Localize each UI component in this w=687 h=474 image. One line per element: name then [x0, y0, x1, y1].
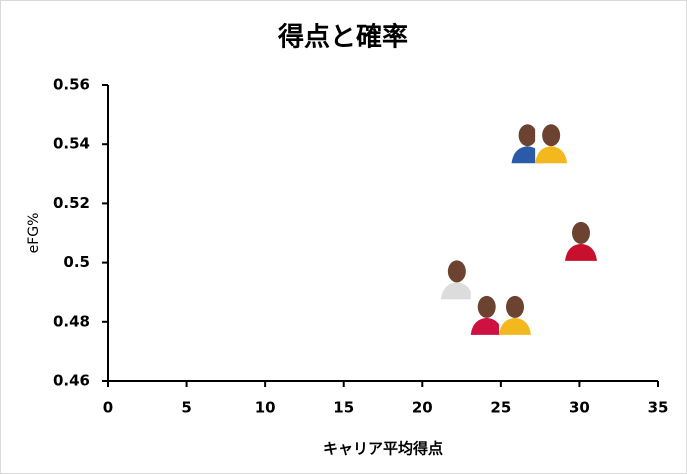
- x-tick-label: 35: [648, 399, 669, 417]
- marker-jersey: [535, 146, 568, 164]
- x-tick-label: 10: [255, 399, 276, 417]
- player-marker: [470, 290, 503, 335]
- marker-jersey: [565, 243, 597, 261]
- marker-jersey: [499, 317, 531, 335]
- y-axis-label: eFG%: [26, 213, 42, 254]
- marker-head: [572, 221, 590, 244]
- player-marker: [535, 119, 568, 164]
- y-tick-label: 0.48: [53, 312, 90, 330]
- x-tick-label: 20: [412, 399, 433, 417]
- y-tick-label: 0.5: [63, 253, 90, 271]
- y-tick-label: 0.54: [53, 135, 90, 153]
- y-tick-label: 0.52: [53, 194, 90, 212]
- player-marker: [440, 255, 473, 300]
- x-tick-label: 5: [181, 399, 191, 417]
- marker-head: [542, 124, 561, 147]
- marker-head: [506, 295, 524, 318]
- marker-head: [518, 124, 537, 147]
- marker-jersey: [440, 282, 473, 300]
- player-marker: [499, 290, 531, 335]
- x-tick-label: 30: [569, 399, 590, 417]
- x-tick-label: 25: [490, 399, 511, 417]
- x-tick-label: 0: [103, 399, 113, 417]
- x-tick-label: 15: [333, 399, 354, 417]
- y-tick-label: 0.56: [53, 76, 90, 94]
- marker-head: [477, 295, 496, 318]
- y-tick-label: 0.46: [53, 372, 90, 390]
- marker-jersey: [470, 317, 503, 335]
- marker-head: [447, 260, 466, 283]
- player-marker: [565, 216, 597, 261]
- x-axis-label: キャリア平均得点: [323, 440, 443, 458]
- chart-title: 得点と確率: [277, 22, 408, 53]
